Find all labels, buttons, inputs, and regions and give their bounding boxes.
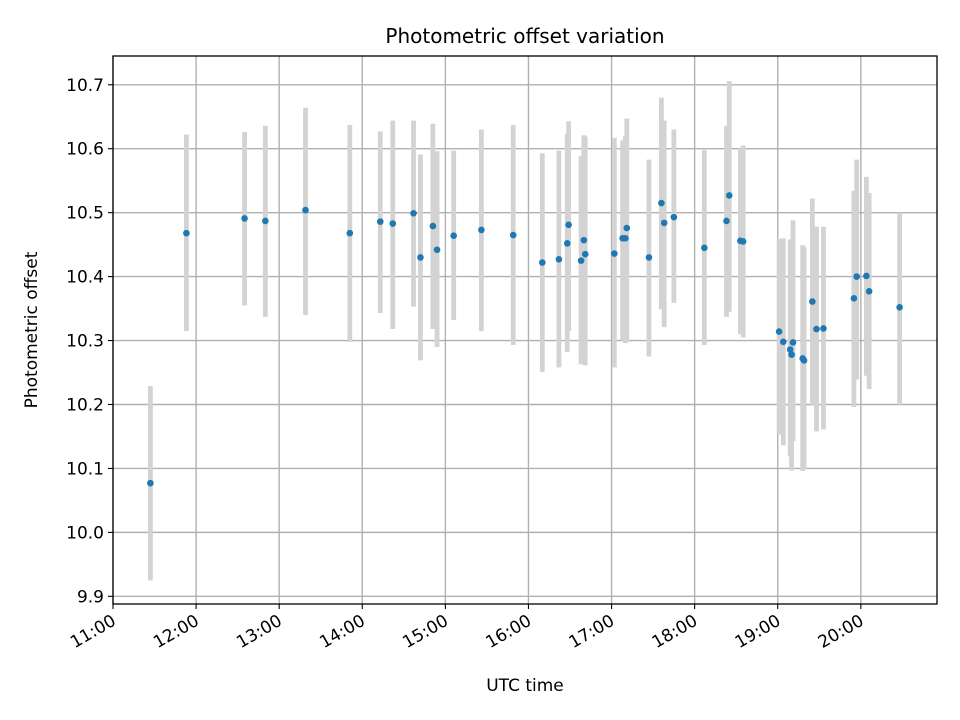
x-tick-label: 12:00 xyxy=(150,611,202,653)
data-point xyxy=(701,244,708,252)
data-point xyxy=(622,234,629,242)
chart-title: Photometric offset variation xyxy=(385,24,664,48)
x-tick-label: 18:00 xyxy=(649,611,701,653)
x-tick-label: 13:00 xyxy=(233,611,285,653)
data-point xyxy=(623,224,631,232)
data-point xyxy=(739,238,747,245)
y-axis-ticks: 9.9 10.0 10.1 10.2 10.3 10.4 10.5 10.6 10.7 xyxy=(66,76,113,607)
x-tick-label: 11:00 xyxy=(67,611,119,653)
data-point xyxy=(645,254,653,261)
grid-layer xyxy=(112,56,937,604)
point-layer xyxy=(147,192,903,487)
data-point xyxy=(389,220,397,227)
y-tick-label: 10.7 xyxy=(66,76,104,96)
data-point xyxy=(433,246,441,254)
data-point xyxy=(563,240,571,247)
data-point xyxy=(779,338,787,346)
y-tick-label: 9.9 xyxy=(77,587,104,607)
y-tick-label: 10.5 xyxy=(66,204,104,224)
data-point xyxy=(896,303,903,311)
data-point xyxy=(723,217,730,225)
y-axis-label: Photometric offset xyxy=(22,251,42,408)
data-point xyxy=(775,328,783,335)
y-tick-label: 10.1 xyxy=(66,459,104,479)
data-point xyxy=(853,273,860,280)
data-point xyxy=(241,215,248,222)
x-tick-label: 19:00 xyxy=(732,611,784,653)
data-point xyxy=(147,479,154,487)
y-tick-label: 10.0 xyxy=(66,523,104,543)
y-tick-label: 10.2 xyxy=(66,395,104,415)
data-point xyxy=(850,295,858,302)
data-point xyxy=(611,250,618,257)
data-point xyxy=(863,272,870,280)
data-point xyxy=(820,325,827,332)
x-tick-label: 17:00 xyxy=(566,611,618,653)
data-point xyxy=(577,257,585,264)
y-tick-label: 10.4 xyxy=(66,268,104,288)
data-point xyxy=(789,339,797,346)
data-point xyxy=(346,229,354,237)
data-point xyxy=(565,221,572,229)
data-point xyxy=(417,254,424,261)
x-axis-ticks: 11:00 12:00 13:00 14:00 15:00 16:00 17:00 18:00… xyxy=(67,604,867,653)
plot-area-frame xyxy=(112,55,938,605)
data-point xyxy=(262,217,269,225)
data-point xyxy=(865,288,873,295)
data-point xyxy=(376,218,384,225)
data-point xyxy=(478,226,485,234)
data-point xyxy=(509,231,517,239)
y-tick-label: 10.3 xyxy=(66,332,104,352)
data-point xyxy=(788,351,795,358)
data-point xyxy=(410,210,417,217)
data-point xyxy=(660,219,668,227)
data-point xyxy=(183,229,190,237)
x-tick-label: 16:00 xyxy=(483,611,535,653)
data-point xyxy=(809,298,816,305)
data-point xyxy=(302,206,309,214)
data-point xyxy=(800,357,808,364)
data-point xyxy=(581,250,589,258)
data-point xyxy=(725,192,733,199)
x-axis-label: UTC time xyxy=(486,676,564,696)
data-point xyxy=(555,256,563,263)
data-point xyxy=(658,199,665,207)
errorbar-layer xyxy=(147,80,903,581)
data-point xyxy=(429,222,437,230)
data-point xyxy=(450,232,457,239)
x-tick-label: 20:00 xyxy=(815,611,867,653)
data-point xyxy=(786,346,794,353)
data-point xyxy=(580,236,588,244)
data-point xyxy=(670,213,678,221)
data-point xyxy=(539,259,546,266)
y-tick-label: 10.6 xyxy=(66,140,104,160)
x-tick-label: 14:00 xyxy=(316,611,368,653)
x-tick-label: 15:00 xyxy=(399,611,451,653)
data-point xyxy=(813,325,820,333)
